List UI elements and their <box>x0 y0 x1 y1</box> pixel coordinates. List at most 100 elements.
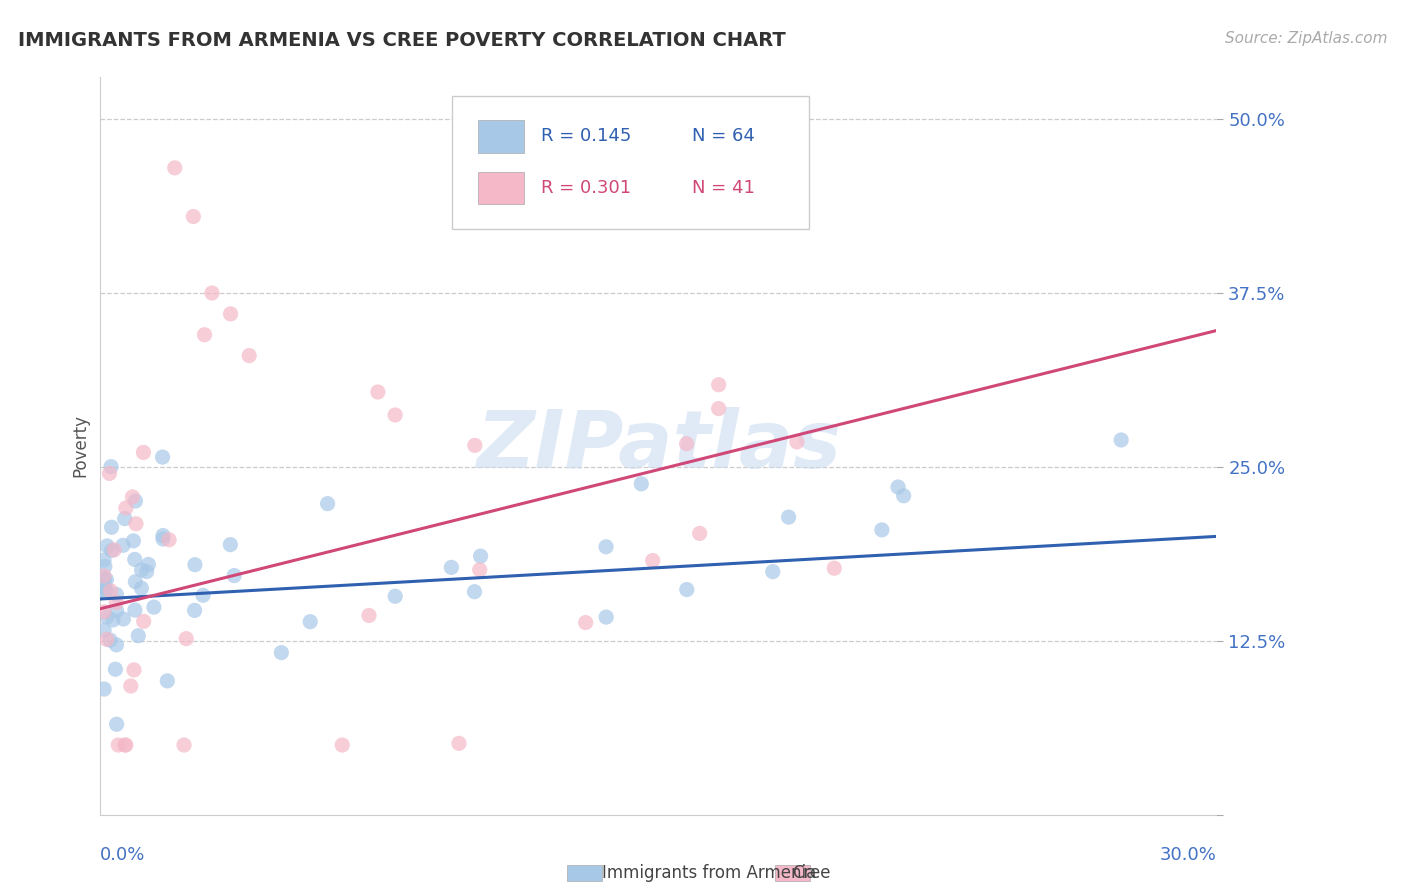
Point <box>219 538 242 552</box>
Text: N = 41: N = 41 <box>692 179 755 197</box>
Text: ZIPatlas: ZIPatlas <box>475 407 841 485</box>
Point <box>93 580 115 594</box>
Y-axis label: Poverty: Poverty <box>72 415 89 477</box>
Point <box>299 615 322 629</box>
Point <box>121 490 143 504</box>
Point <box>330 738 353 752</box>
Point <box>94 584 117 599</box>
Text: Cree: Cree <box>792 863 831 881</box>
Point <box>101 613 124 627</box>
Point <box>93 584 115 599</box>
Point <box>100 459 122 474</box>
Point <box>675 582 697 597</box>
FancyBboxPatch shape <box>478 120 524 153</box>
Point <box>440 560 463 574</box>
Point <box>595 540 617 554</box>
Text: 0.0%: 0.0% <box>100 846 146 863</box>
Point <box>357 608 380 623</box>
Point <box>191 588 214 602</box>
Point <box>100 543 122 558</box>
Point <box>105 638 128 652</box>
Text: N = 64: N = 64 <box>692 128 755 145</box>
Point <box>93 624 115 638</box>
Point <box>100 520 122 534</box>
Point <box>468 563 491 577</box>
Text: R = 0.301: R = 0.301 <box>541 179 631 197</box>
Point <box>96 573 118 587</box>
Point <box>184 558 207 572</box>
Point <box>112 612 135 626</box>
Point <box>114 511 136 525</box>
Point <box>1109 433 1132 447</box>
Point <box>630 476 652 491</box>
Point <box>447 736 470 750</box>
Point <box>125 516 148 531</box>
Point <box>111 538 134 552</box>
Point <box>163 161 186 175</box>
Point <box>124 494 146 508</box>
Text: 30.0%: 30.0% <box>1160 846 1216 863</box>
Point <box>463 584 485 599</box>
Point <box>316 497 339 511</box>
Point <box>384 589 406 603</box>
Point <box>105 604 128 618</box>
Point <box>778 510 800 524</box>
Point <box>98 633 121 648</box>
Point <box>152 532 174 546</box>
Point <box>762 565 785 579</box>
Point <box>104 662 127 676</box>
Point <box>152 528 174 542</box>
Text: Immigrants from Armenia: Immigrants from Armenia <box>602 863 817 881</box>
Point <box>124 603 146 617</box>
Point <box>124 574 146 589</box>
Point <box>135 565 157 579</box>
Point <box>887 480 910 494</box>
Point <box>105 587 128 601</box>
Text: Source: ZipAtlas.com: Source: ZipAtlas.com <box>1225 31 1388 46</box>
Text: IMMIGRANTS FROM ARMENIA VS CREE POVERTY CORRELATION CHART: IMMIGRANTS FROM ARMENIA VS CREE POVERTY … <box>18 31 786 50</box>
FancyBboxPatch shape <box>451 95 808 228</box>
Point <box>224 568 246 582</box>
Point <box>94 582 117 596</box>
Point <box>575 615 598 630</box>
Point <box>689 526 711 541</box>
Point <box>174 632 197 646</box>
Point <box>384 408 406 422</box>
Point <box>641 553 664 567</box>
Point <box>127 629 149 643</box>
Point <box>98 467 121 481</box>
Point <box>96 632 118 647</box>
Point <box>122 533 145 548</box>
Text: R = 0.145: R = 0.145 <box>541 128 631 145</box>
Point <box>470 549 492 563</box>
Bar <box>567 864 602 880</box>
Point <box>100 583 122 598</box>
Point <box>183 603 205 617</box>
Point <box>96 610 118 624</box>
Point <box>105 595 128 609</box>
Point <box>152 450 174 464</box>
Point <box>105 717 128 731</box>
Point <box>96 539 118 553</box>
Point <box>93 681 115 696</box>
FancyBboxPatch shape <box>478 172 524 204</box>
Point <box>270 646 292 660</box>
Point <box>142 600 165 615</box>
Point <box>367 384 389 399</box>
Point <box>138 558 160 572</box>
Point <box>786 434 808 449</box>
Point <box>93 569 115 583</box>
Point <box>193 327 215 342</box>
Point <box>238 349 260 363</box>
Point <box>132 615 155 629</box>
Point <box>464 438 486 452</box>
Point <box>893 489 915 503</box>
Point <box>93 553 115 567</box>
Point <box>157 533 180 547</box>
Point <box>595 610 617 624</box>
Point <box>870 523 893 537</box>
Point <box>156 673 179 688</box>
Point <box>201 285 224 300</box>
Point <box>675 436 697 450</box>
Point <box>173 738 195 752</box>
